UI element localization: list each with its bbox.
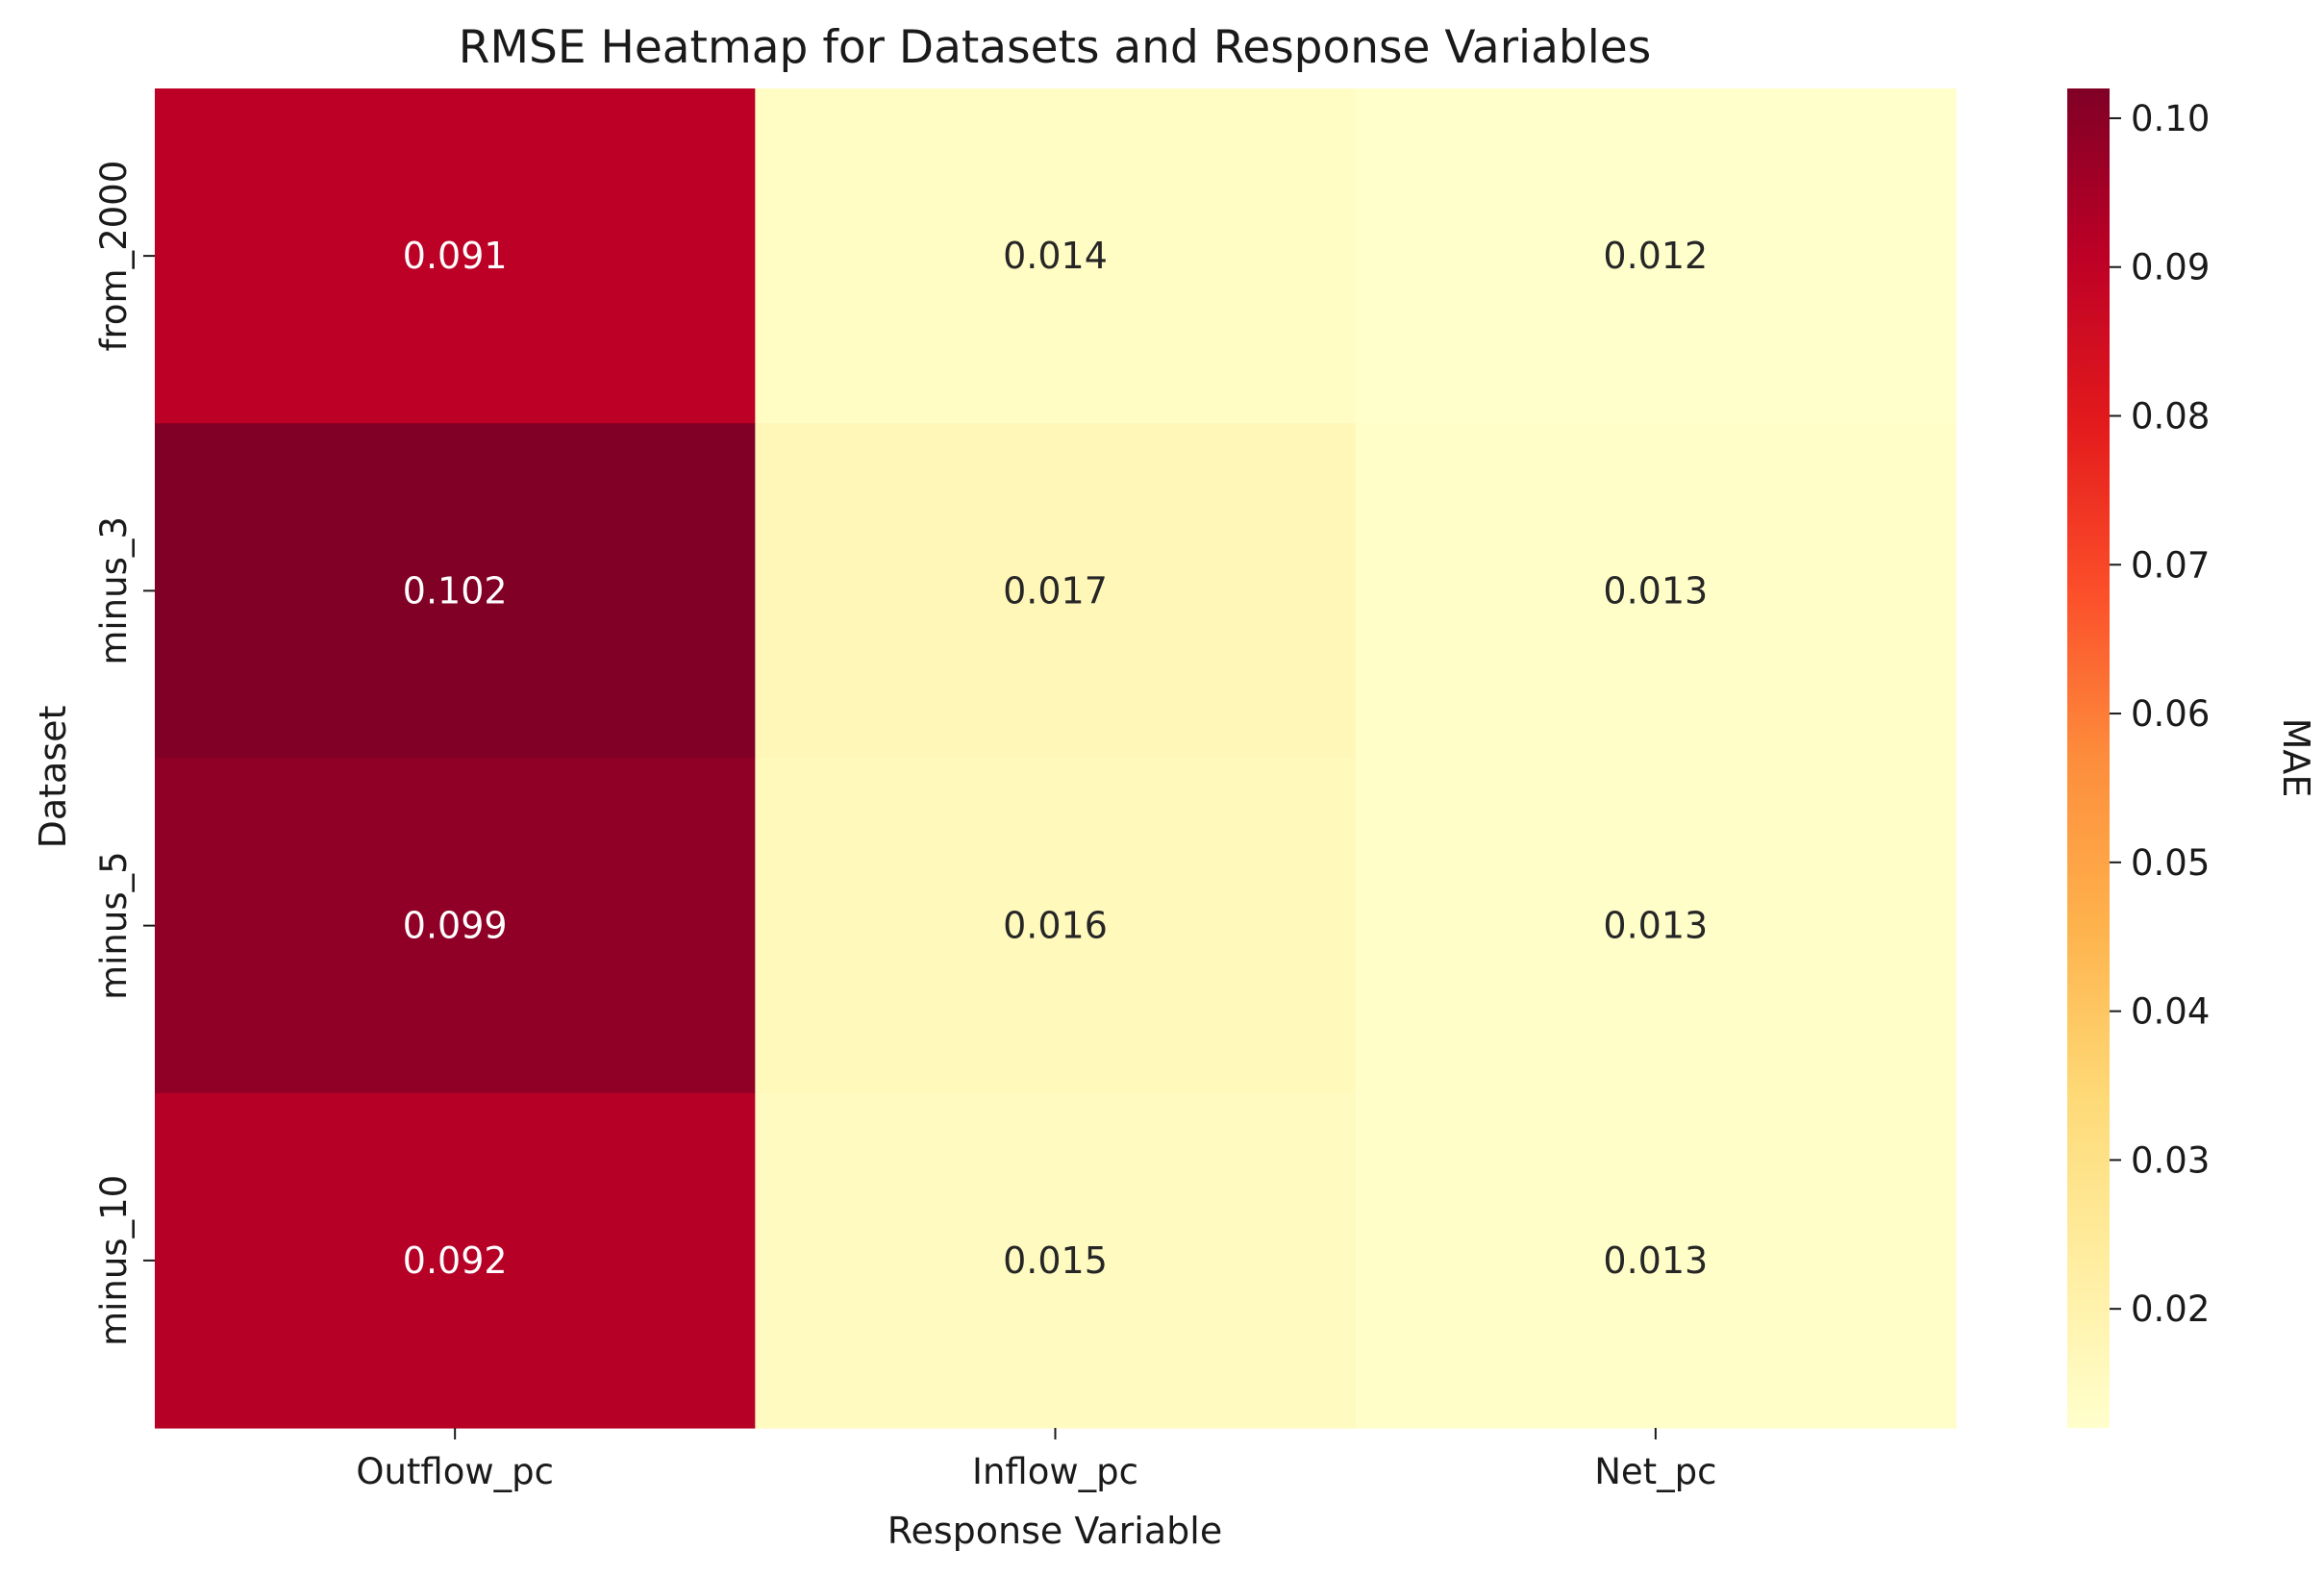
cell-value-label: 0.012: [1603, 235, 1708, 277]
heatmap-cell: [755, 1092, 1357, 1429]
colorbar: 0.02 0.03 0.04 0.05 0.06 0.07 0.08 0.09 0.10 MAE: [2067, 88, 2317, 1428]
colorbar-tick-label: 0.05: [2131, 842, 2210, 884]
colorbar-label: MAE: [2275, 718, 2317, 798]
cell-value-label: 0.013: [1603, 1239, 1708, 1282]
cell-value-label: 0.017: [1003, 569, 1108, 612]
cell-value-label: 0.091: [403, 235, 508, 277]
y-tick-label: from_2000: [93, 161, 135, 352]
cell-value-label: 0.013: [1603, 905, 1708, 947]
heatmap-cell: [155, 88, 756, 424]
heatmap-cell: [155, 758, 756, 1094]
x-tick-label: Inflow_pc: [972, 1451, 1138, 1492]
heatmap-cell: [155, 423, 756, 760]
heatmap-cell: [1355, 423, 1957, 760]
heatmap-cell: [155, 1092, 756, 1429]
colorbar-tick-label: 0.03: [2131, 1139, 2210, 1181]
colorbar-gradient: [2067, 88, 2110, 1428]
heatmap-cells: 0.091 0.014 0.012 0.102 0.017 0.013 0.099 0.016…: [155, 88, 1957, 1429]
x-tick-label: Net_pc: [1594, 1451, 1716, 1492]
heatmap-cell: [755, 423, 1357, 760]
colorbar-tick-label: 0.04: [2131, 991, 2210, 1033]
heatmap-cell: [755, 88, 1357, 424]
colorbar-tick-label: 0.08: [2131, 396, 2210, 438]
cell-value-label: 0.014: [1003, 235, 1108, 277]
y-axis-label: Dataset: [32, 706, 74, 849]
colorbar-tick-label: 0.02: [2131, 1288, 2210, 1330]
cell-value-label: 0.015: [1003, 1239, 1108, 1282]
colorbar-tick-label: 0.07: [2131, 544, 2210, 586]
colorbar-ticks: 0.02 0.03 0.04 0.05 0.06 0.07 0.08 0.09 0.10: [2110, 98, 2210, 1330]
y-tick-label: minus_10: [93, 1175, 135, 1346]
cell-value-label: 0.099: [403, 905, 508, 947]
x-tick-label: Outflow_pc: [356, 1451, 554, 1492]
colorbar-tick-label: 0.10: [2131, 98, 2210, 139]
cell-value-label: 0.013: [1603, 569, 1708, 612]
y-tick-label: minus_3: [93, 516, 135, 665]
cell-value-label: 0.016: [1003, 905, 1108, 947]
cell-value-label: 0.102: [403, 569, 508, 612]
heatmap-cell: [1355, 88, 1957, 424]
colorbar-tick-label: 0.06: [2131, 693, 2210, 735]
x-axis-ticks: Outflow_pc Inflow_pc Net_pc: [356, 1428, 1716, 1492]
y-axis-ticks: from_2000 minus_3 minus_5 minus_10: [93, 161, 155, 1346]
heatmap-cell: [1355, 1092, 1957, 1429]
colorbar-tick-label: 0.09: [2131, 247, 2210, 288]
heatmap-cell: [1355, 758, 1957, 1094]
cell-value-label: 0.092: [403, 1239, 508, 1282]
x-axis-label: Response Variable: [887, 1510, 1222, 1552]
chart-title: RMSE Heatmap for Datasets and Response V…: [459, 21, 1651, 74]
heatmap-cell: [755, 758, 1357, 1094]
y-tick-label: minus_5: [93, 851, 135, 1000]
